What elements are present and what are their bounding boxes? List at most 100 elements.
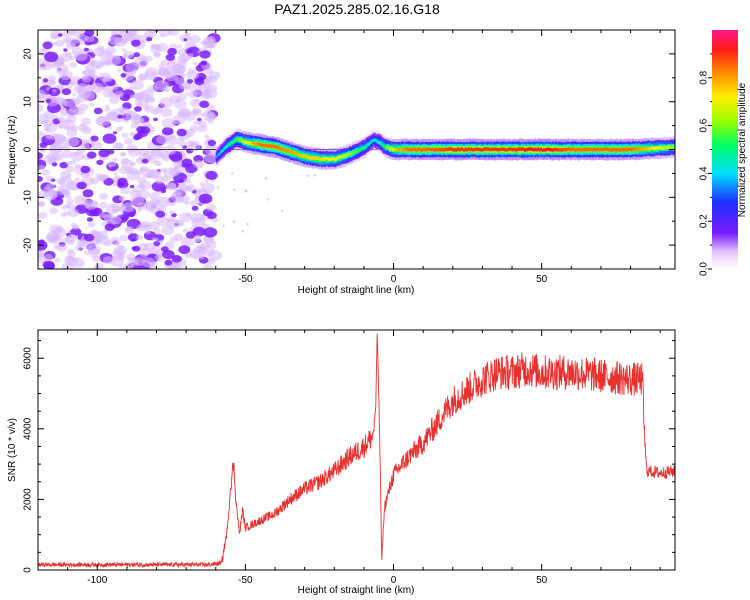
noise-blob (185, 92, 191, 96)
noise-blob (69, 56, 75, 61)
noise-blob (177, 93, 187, 101)
ridge-cell (642, 147, 645, 151)
ridge-cell (403, 147, 406, 151)
ridge-cell (260, 143, 263, 147)
ridge-cell (437, 147, 440, 152)
ridge-cell (380, 141, 383, 146)
noise-blob (180, 236, 195, 247)
noise-blob (204, 134, 210, 139)
noise-blob (81, 75, 92, 83)
ridge-cell (569, 148, 572, 152)
colorbar-label: Normalized spectral amplitude (737, 82, 748, 217)
ridge-cell (454, 148, 457, 152)
noise-blob (97, 45, 105, 52)
ridge-cell (264, 143, 267, 148)
noise-blob (156, 196, 171, 207)
ridge-cell (326, 157, 329, 161)
ridge-cell (482, 147, 485, 152)
noise-blob (74, 177, 80, 182)
noise-blob (206, 204, 217, 212)
ridge-cell (605, 147, 608, 151)
ridge-cell (365, 144, 368, 148)
ridge-cell (510, 147, 513, 151)
noise-blob (164, 145, 177, 155)
ridge-cell (652, 146, 655, 150)
ridge-cell (304, 154, 307, 159)
noise-blob (128, 212, 135, 218)
noise-blob (74, 51, 88, 62)
noise-blob (130, 195, 145, 206)
noise-dot (313, 174, 316, 177)
noise-blob (38, 152, 43, 160)
noise-blob (162, 167, 177, 179)
noise-blob (58, 125, 64, 129)
noise-blob (160, 108, 173, 118)
noise-blob (70, 222, 77, 228)
noise-blob (129, 132, 136, 137)
noise-blob (105, 104, 110, 108)
ridge-cell (495, 147, 498, 152)
ridge-cell (599, 148, 602, 152)
noise-blob (102, 86, 108, 90)
ridge-cell (341, 155, 344, 159)
snr-x-tick-label: 50 (536, 575, 548, 586)
ridge-cell (452, 148, 455, 152)
ridge-cell (515, 148, 517, 152)
ridge-cell (451, 147, 454, 152)
noise-blob (161, 154, 171, 162)
noise-blob (70, 160, 77, 165)
spectrogram-y-tick-label: -10 (23, 190, 34, 205)
ridge-cell (612, 147, 615, 152)
noise-blob (188, 249, 202, 259)
spectrogram-x-tick-label: -50 (238, 274, 253, 285)
noise-blob (134, 106, 142, 112)
ridge-cell (581, 148, 584, 152)
ridge-cell (522, 147, 525, 151)
noise-blob (50, 33, 59, 40)
noise-blob (154, 80, 169, 91)
ridge-cell (632, 147, 634, 151)
noise-blob (98, 148, 110, 158)
noise-blob (119, 234, 129, 242)
ridge-cell (218, 152, 221, 156)
ridge-cell (575, 148, 578, 152)
ridge-cell (363, 145, 366, 150)
noise-blob (51, 162, 58, 167)
ridge-cell (239, 138, 242, 142)
noise-blob (136, 207, 143, 212)
ridge-cell (233, 139, 236, 143)
snr-x-tick-label: 0 (391, 575, 397, 586)
ridge-cell (621, 147, 624, 151)
noise-blob (90, 140, 103, 150)
ridge-cell (270, 144, 273, 148)
ridge-cell (480, 148, 483, 152)
ridge-cell (291, 150, 294, 154)
noise-blob (177, 55, 188, 64)
ridge-cell (378, 141, 381, 145)
noise-blob (178, 245, 191, 255)
noise-blob (66, 198, 74, 204)
noise-blob (112, 131, 118, 135)
ridge-cell (325, 157, 328, 161)
noise-blob (114, 175, 121, 180)
ridge-cell (323, 157, 326, 161)
noise-blob (38, 104, 44, 113)
noise-blob (120, 151, 127, 157)
noise-blob (204, 190, 211, 195)
noise-blob (207, 250, 223, 261)
noise-blob (162, 127, 174, 136)
noise-blob (104, 223, 115, 231)
noise-blob (183, 82, 195, 91)
ridge-cell (375, 139, 378, 143)
noise-blob (63, 48, 68, 52)
ridge-cell (272, 144, 274, 149)
noise-blob (98, 72, 111, 82)
ridge-cell (463, 148, 466, 152)
noise-blob (153, 241, 161, 247)
ridge-cell (371, 139, 374, 143)
ridge-cell (664, 146, 667, 150)
ridge-cell (355, 149, 357, 153)
ridge-cell (523, 148, 526, 152)
